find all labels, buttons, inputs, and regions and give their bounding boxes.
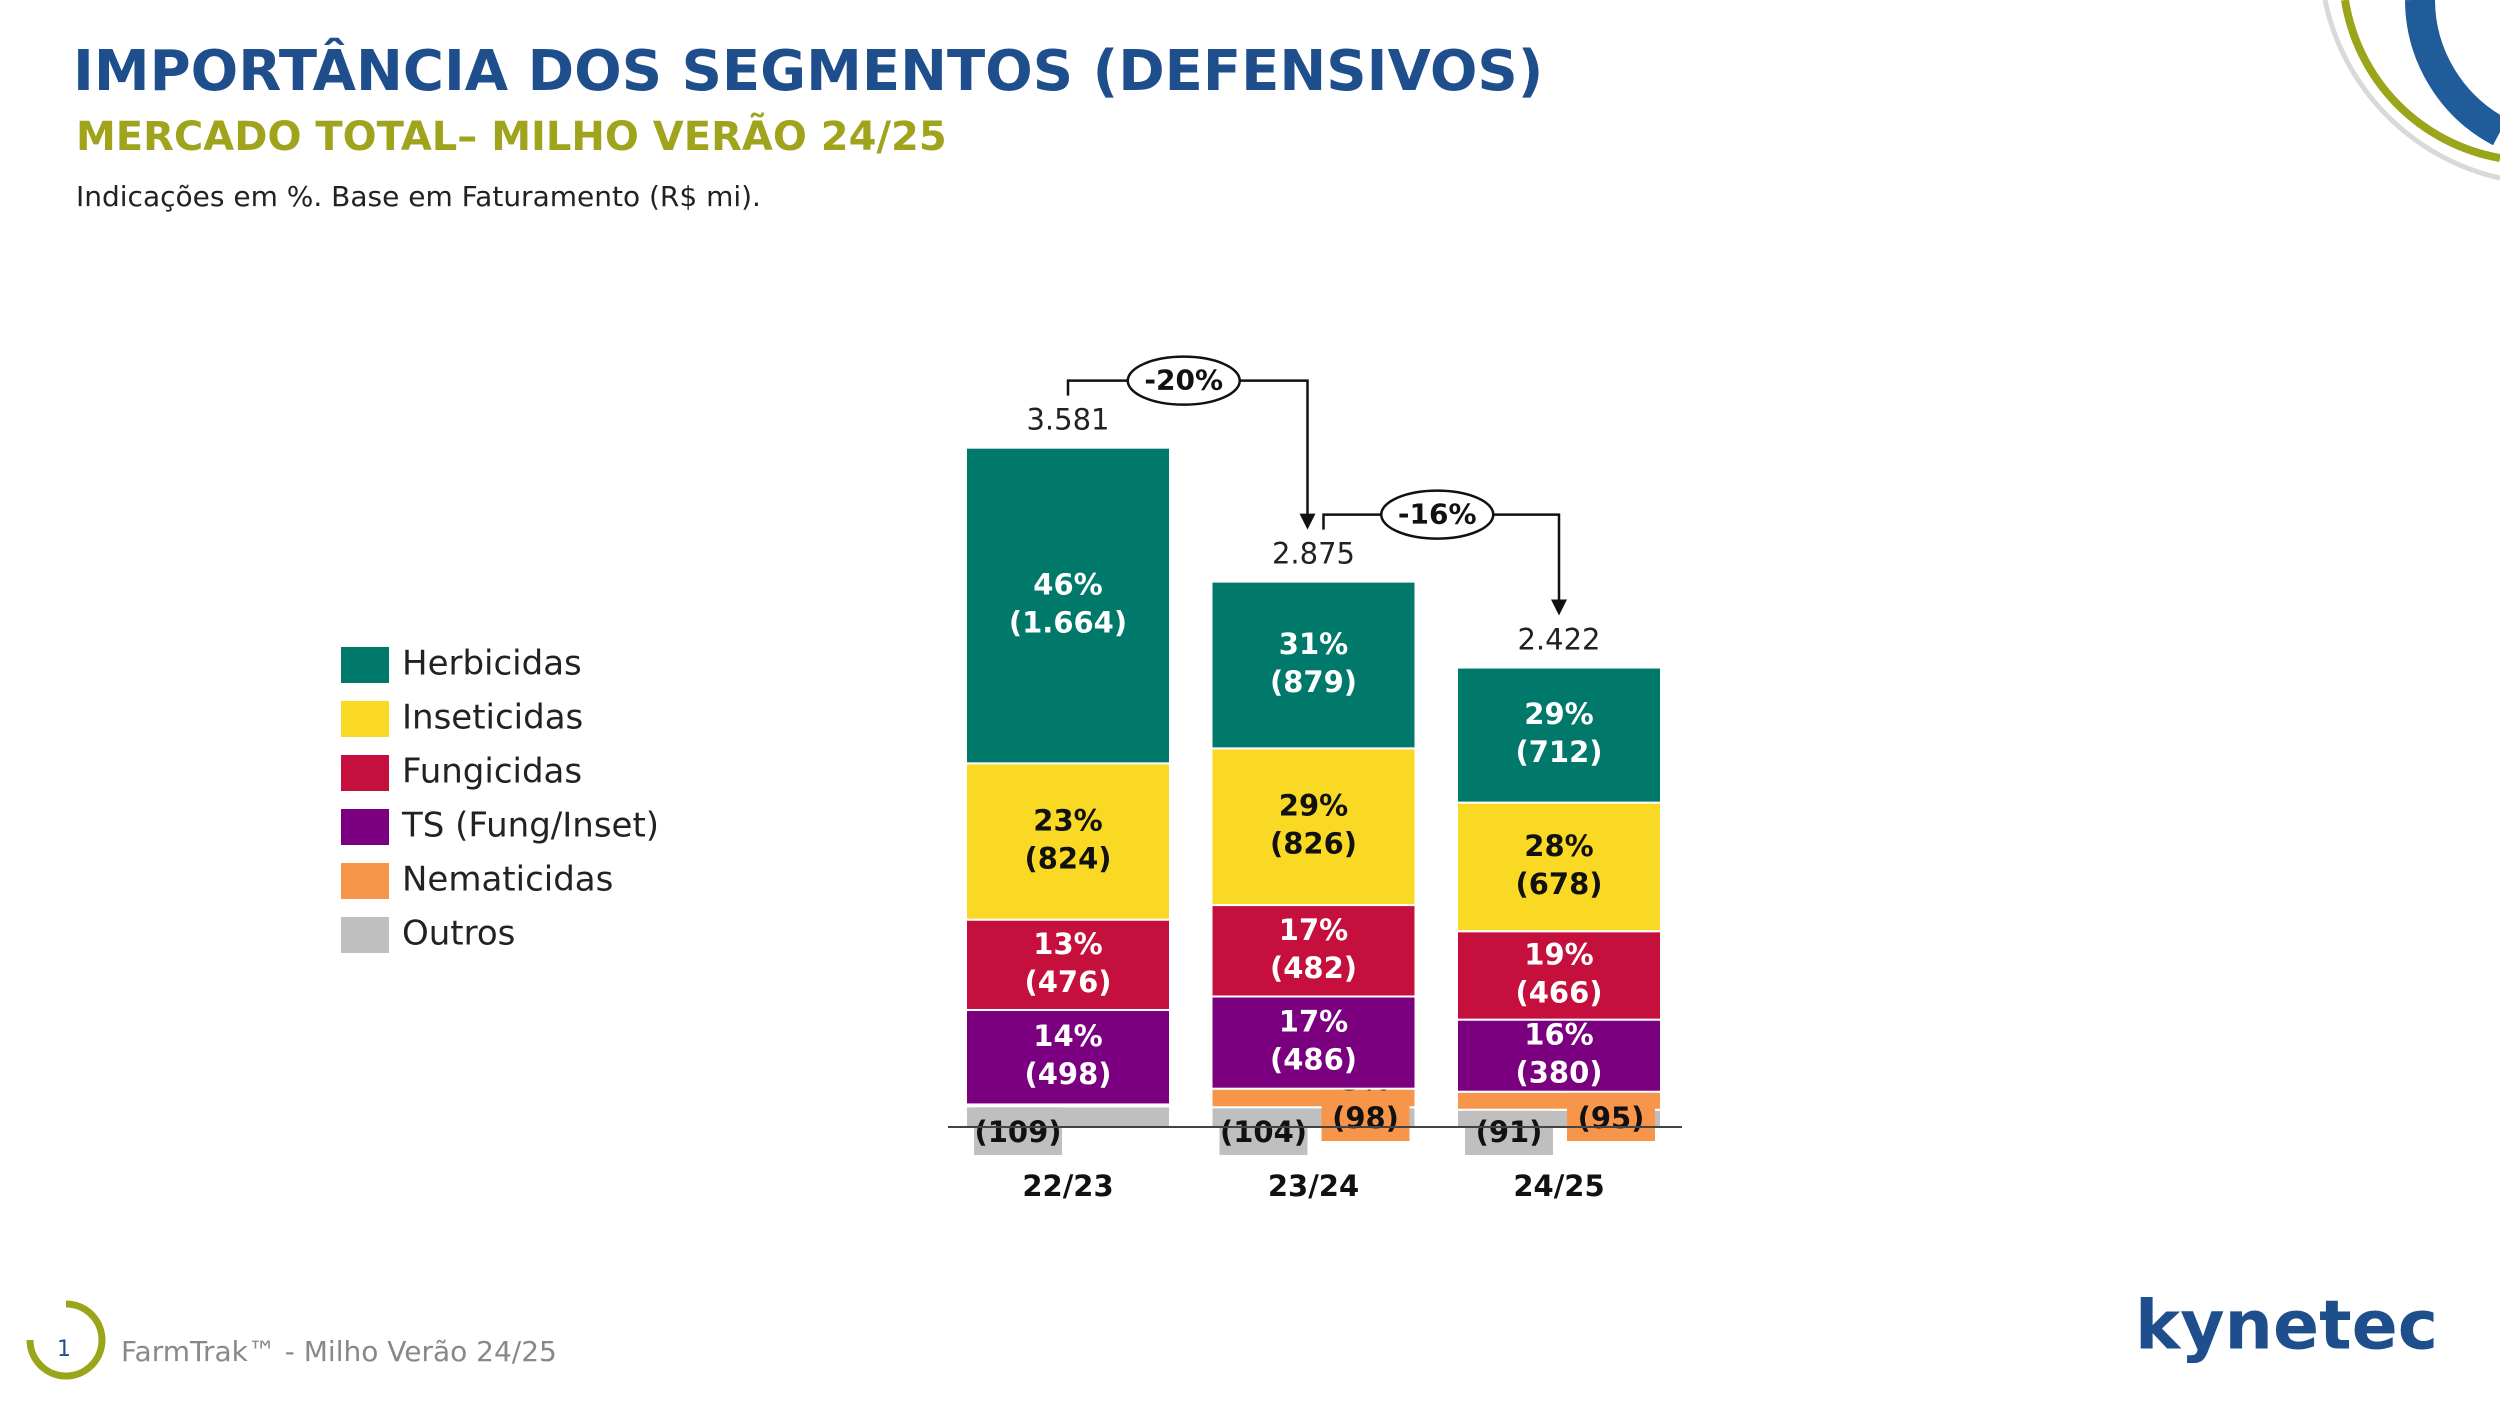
legend-label: TS (Fung/Inset)	[401, 806, 659, 846]
total-label: 2.422	[1517, 623, 1600, 657]
total-label: 2.875	[1272, 537, 1355, 571]
share-label: 28%	[1524, 829, 1593, 863]
legend-swatch	[341, 755, 389, 791]
bar-segment	[1210, 995, 1417, 1090]
share-label: 16%	[1524, 1018, 1593, 1052]
legend-swatch	[341, 863, 389, 899]
legend-label: Outros	[402, 914, 515, 954]
bar-segment	[1456, 930, 1662, 1021]
share-label: 31%	[1279, 627, 1348, 661]
share-label: 29%	[1279, 789, 1348, 823]
bar-segment	[1456, 801, 1662, 933]
footer-arc	[26, 1300, 106, 1380]
x-tick-label: 24/25	[1513, 1169, 1604, 1203]
value-label: (482)	[1270, 951, 1357, 985]
value-label: (380)	[1515, 1056, 1602, 1090]
value-label: (98)	[1332, 1101, 1399, 1135]
value-label: (104)	[1220, 1115, 1307, 1149]
legend-swatch	[341, 647, 389, 683]
bar-segment	[1456, 666, 1662, 804]
share-label: 14%	[1033, 1019, 1102, 1053]
share-label: 17%	[1279, 913, 1348, 947]
share-label: 19%	[1524, 937, 1593, 971]
logo: kynetec	[2135, 1287, 2438, 1366]
x-tick-label: 23/24	[1268, 1169, 1359, 1203]
page-number: 1	[57, 1337, 71, 1362]
legend-swatch	[341, 917, 389, 953]
legend-label: Fungicidas	[402, 752, 582, 792]
value-label: (476)	[1024, 965, 1111, 999]
share-label: 23%	[1033, 804, 1102, 838]
subtitle: MERCADO TOTAL– MILHO VERÃO 24/25	[76, 111, 947, 160]
value-label: (91)	[1476, 1115, 1543, 1149]
legend-swatch	[341, 809, 389, 845]
title: IMPORTÂNCIA DOS SEGMENTOS (DEFENSIVOS)	[73, 39, 1543, 104]
legend-swatch	[341, 701, 389, 737]
value-label: (678)	[1515, 867, 1602, 901]
change-label: -20%	[1144, 364, 1223, 397]
x-tick-label: 22/23	[1022, 1169, 1113, 1203]
bar-segment	[1210, 580, 1417, 750]
value-label: (712)	[1515, 735, 1602, 769]
value-label: (826)	[1270, 827, 1357, 861]
value-label: (486)	[1270, 1043, 1357, 1077]
value-label: (109)	[974, 1115, 1061, 1149]
value-label: (498)	[1024, 1057, 1111, 1091]
value-label: (95)	[1578, 1101, 1645, 1135]
bar-segment	[1210, 747, 1417, 907]
share-label: 17%	[1279, 1005, 1348, 1039]
change-bubble	[1126, 355, 1241, 406]
total-label: 3.581	[1026, 403, 1109, 437]
value-label: (824)	[1024, 842, 1111, 876]
share-label: 46%	[1033, 568, 1102, 602]
bar-segment	[1210, 904, 1417, 998]
share-label: 29%	[1524, 697, 1593, 731]
change-bubble	[1380, 489, 1495, 540]
decor-arc	[2341, 0, 2500, 162]
bar-segment	[965, 446, 1171, 765]
arrow-head	[1551, 599, 1567, 616]
value-label: (466)	[1515, 975, 1602, 1009]
legend-label: Inseticidas	[402, 698, 583, 738]
decor-arc	[2405, 0, 2500, 146]
bar-segment	[1456, 1018, 1662, 1093]
arrow-head	[1299, 513, 1316, 530]
decor-arc	[2322, 0, 2500, 181]
note: Indicações em %. Base em Faturamento (R$…	[76, 180, 761, 213]
legend-label: Nematicidas	[402, 860, 613, 900]
value-label: (1.664)	[1009, 606, 1127, 640]
change-label: -16%	[1398, 498, 1477, 531]
value-label: (879)	[1270, 665, 1357, 699]
share-label: 13%	[1033, 927, 1102, 961]
footer-source: FarmTrak™ - Milho Verão 24/25	[121, 1335, 557, 1368]
legend-label: Herbicidas	[402, 644, 582, 684]
